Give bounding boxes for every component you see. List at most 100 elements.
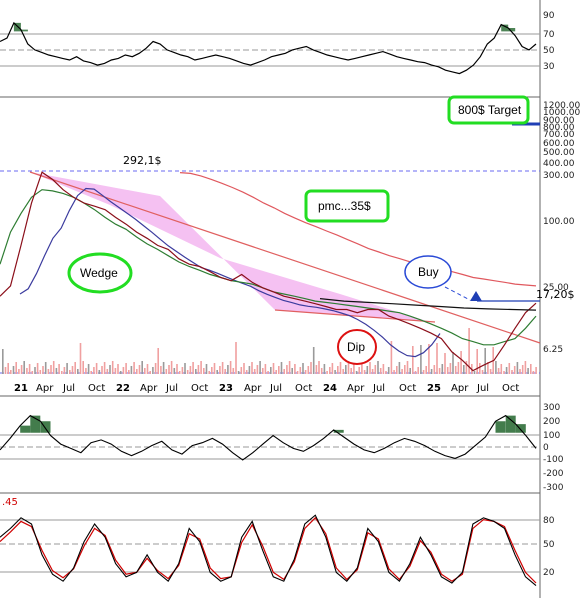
volume-bar bbox=[192, 362, 194, 374]
last-price-label: 17,20$ bbox=[536, 288, 575, 301]
volume-bar bbox=[144, 368, 146, 374]
volume-bar bbox=[350, 368, 352, 374]
volume-bar bbox=[208, 371, 210, 374]
volume-bar bbox=[484, 348, 486, 374]
volume-bar bbox=[371, 369, 374, 374]
volume-bar bbox=[454, 366, 457, 374]
x-tick: Oct bbox=[295, 383, 312, 394]
volume-bar bbox=[398, 362, 401, 374]
volume-bar bbox=[240, 367, 243, 374]
x-tick: Oct bbox=[502, 383, 519, 394]
volume-bar bbox=[184, 363, 186, 374]
volume-bar bbox=[291, 368, 293, 374]
volume-bar bbox=[219, 366, 221, 374]
volume-bar bbox=[200, 361, 202, 374]
volume-bar bbox=[280, 362, 283, 374]
volume-bar bbox=[299, 367, 302, 374]
volume-bar bbox=[34, 367, 36, 374]
volume-bar bbox=[503, 371, 505, 374]
volume-bar bbox=[457, 362, 460, 374]
volume-bar bbox=[52, 361, 55, 374]
volume-bar bbox=[339, 362, 342, 374]
volume-bar bbox=[39, 370, 42, 374]
x-tick: Apr bbox=[347, 383, 365, 394]
volume-bar bbox=[500, 364, 503, 374]
volume-bar bbox=[154, 363, 157, 374]
x-tick: Jul bbox=[62, 383, 75, 394]
rsi-line bbox=[0, 21, 537, 75]
volume-bar bbox=[42, 366, 44, 374]
volume-bar bbox=[77, 369, 79, 374]
x-tick: 23 bbox=[219, 383, 233, 394]
volume-bar bbox=[211, 367, 213, 374]
volume-bar bbox=[173, 368, 176, 374]
volume-bar bbox=[55, 368, 58, 374]
buy-arrow-icon bbox=[470, 291, 482, 301]
volume-bar bbox=[146, 364, 149, 374]
volume-bar bbox=[264, 364, 267, 374]
volume-bar bbox=[130, 366, 133, 374]
volume-bar bbox=[141, 361, 143, 374]
volume-bar bbox=[479, 363, 481, 374]
volume-bar bbox=[232, 368, 235, 374]
volume-bar bbox=[98, 370, 101, 374]
volume-bar bbox=[438, 368, 441, 374]
volume-bar bbox=[157, 348, 159, 374]
volume-bar bbox=[379, 368, 382, 374]
x-tick: Apr bbox=[36, 383, 54, 394]
volume-bar bbox=[302, 363, 304, 374]
x-tick: 21 bbox=[14, 383, 28, 394]
volume-bar bbox=[473, 371, 476, 374]
x-tick: 25 bbox=[427, 383, 441, 394]
volume-bar bbox=[286, 365, 288, 374]
volume-bar bbox=[117, 364, 119, 374]
volume-bar bbox=[203, 368, 205, 374]
volume-bar bbox=[481, 370, 484, 374]
volume-bar bbox=[272, 363, 275, 374]
volume-bar bbox=[176, 364, 178, 374]
volume-bar bbox=[428, 344, 430, 374]
volume-bar bbox=[465, 361, 468, 374]
price-tick: 700.00 bbox=[543, 130, 575, 140]
volume-bar bbox=[82, 361, 84, 374]
stochastic-d-line bbox=[0, 516, 537, 584]
rsi-tick: 50 bbox=[543, 46, 555, 56]
x-tick: Oct bbox=[88, 383, 105, 394]
volume-bar bbox=[243, 363, 245, 374]
volume-bar bbox=[26, 368, 28, 374]
volume-bar bbox=[358, 367, 360, 374]
volume-bar bbox=[422, 370, 425, 374]
volume-bar bbox=[401, 369, 403, 374]
x-tick: Oct bbox=[399, 383, 416, 394]
volume-bar bbox=[106, 369, 109, 374]
volume-bar bbox=[433, 365, 436, 374]
volume-bar bbox=[312, 347, 315, 374]
volume-bar bbox=[468, 328, 470, 374]
volume-bar bbox=[149, 371, 151, 374]
volume-bar bbox=[516, 362, 519, 374]
x-tick: 22 bbox=[116, 383, 130, 394]
volume-bar bbox=[441, 364, 444, 374]
volume-bar bbox=[329, 367, 331, 374]
volume-bar bbox=[205, 364, 208, 374]
rsi-tick: 30 bbox=[543, 62, 555, 72]
volume-bar bbox=[170, 361, 173, 374]
volume-bar bbox=[160, 366, 162, 374]
volume-bar bbox=[103, 362, 106, 374]
volume-bar bbox=[320, 368, 323, 374]
volume-bar bbox=[74, 362, 76, 374]
momentum-line bbox=[0, 414, 537, 461]
volume-bar bbox=[369, 362, 371, 374]
price-tick: 800.00 bbox=[543, 123, 575, 133]
volume-bar bbox=[195, 369, 197, 374]
volume-bar bbox=[414, 371, 417, 374]
volume-bar bbox=[436, 343, 438, 374]
volume-bar bbox=[66, 363, 68, 374]
momentum-tick: 100 bbox=[543, 431, 560, 441]
volume-bar bbox=[18, 369, 20, 374]
volume-bar bbox=[2, 349, 4, 374]
volume-bar bbox=[374, 365, 377, 374]
volume-bar bbox=[178, 371, 181, 374]
momentum-tick: 200 bbox=[543, 417, 560, 427]
